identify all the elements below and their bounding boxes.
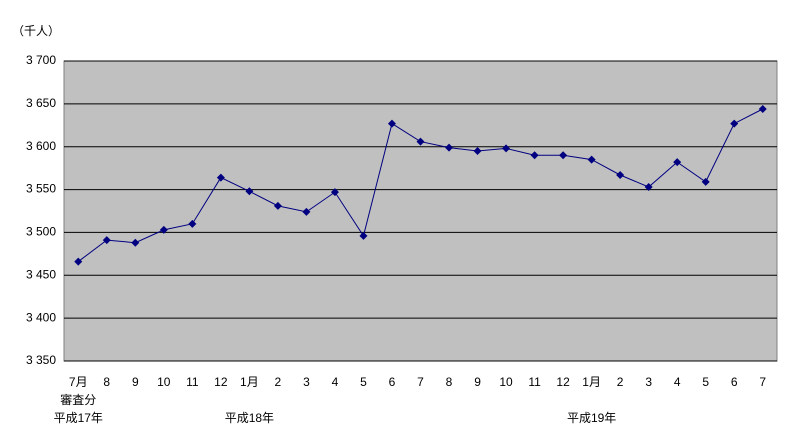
marker: [188, 219, 197, 228]
x-tick-label: 3: [645, 375, 652, 389]
marker: [587, 155, 596, 164]
x-tick-label: 7: [759, 375, 766, 389]
x-tick-label: 1月: [240, 375, 259, 389]
x-tick-label: 11: [528, 375, 541, 389]
marker: [387, 119, 396, 128]
x-tick-label: 10: [157, 375, 171, 389]
marker: [701, 177, 710, 186]
x-tick-label: 2: [617, 375, 624, 389]
x-tick-label: 4: [332, 375, 339, 389]
x-tick-label: 10: [499, 375, 513, 389]
marker: [102, 236, 111, 245]
x-tick-label: 3: [303, 375, 310, 389]
y-tick-label: 3 450: [26, 267, 56, 281]
marker: [616, 171, 625, 179]
x-tick-label: 8: [446, 375, 453, 389]
marker: [273, 201, 282, 210]
x-tick-label: 11: [186, 375, 199, 389]
y-tick-label: 3 700: [26, 53, 56, 67]
marker: [216, 173, 225, 182]
marker: [530, 151, 539, 160]
x-tick-label: 6: [731, 375, 738, 389]
y-tick-label: 3 650: [26, 96, 56, 110]
marker: [245, 187, 254, 196]
marker: [416, 137, 425, 146]
y-tick-label: 3 600: [26, 139, 56, 153]
x-tick-label: 12: [214, 375, 228, 389]
y-unit-label: （千人）: [12, 24, 60, 38]
x-tick-label: 1月: [582, 375, 601, 389]
x-tick-label: 2: [275, 375, 282, 389]
marker: [74, 257, 83, 266]
marker: [502, 144, 511, 153]
marker: [131, 238, 140, 247]
y-tick-label: 3 500: [26, 225, 56, 239]
plot-area: [63, 60, 778, 362]
y-tick-label: 3 400: [26, 310, 56, 324]
marker: [559, 151, 568, 160]
marker: [330, 188, 339, 197]
x-tick-label: 5: [360, 375, 367, 389]
marker: [159, 225, 168, 234]
y-tick-label: 3 350: [26, 353, 56, 367]
x-tick-label: 8: [103, 375, 110, 389]
marker: [302, 207, 311, 216]
x-tick-label: 9: [474, 375, 481, 389]
x-tick-label: 7月: [69, 375, 88, 389]
annotation: 平成17年: [54, 411, 103, 425]
x-tick-label: 4: [674, 375, 681, 389]
x-tick-label: 6: [389, 375, 396, 389]
marker: [644, 183, 653, 191]
marker: [473, 147, 482, 155]
x-tick-label: 7: [417, 375, 424, 389]
x-tick-label: 9: [132, 375, 139, 389]
marker: [758, 105, 767, 113]
marker: [730, 119, 739, 128]
marker: [673, 158, 682, 167]
x-tick-label: 5: [702, 375, 709, 389]
annotation: 平成19年: [567, 411, 616, 425]
marker: [445, 143, 454, 152]
x-tick-label: 12: [556, 375, 570, 389]
y-tick-label: 3 550: [26, 182, 56, 196]
annotation: 審査分: [60, 392, 96, 407]
marker: [359, 231, 368, 240]
annotation: 平成18年: [225, 411, 274, 425]
